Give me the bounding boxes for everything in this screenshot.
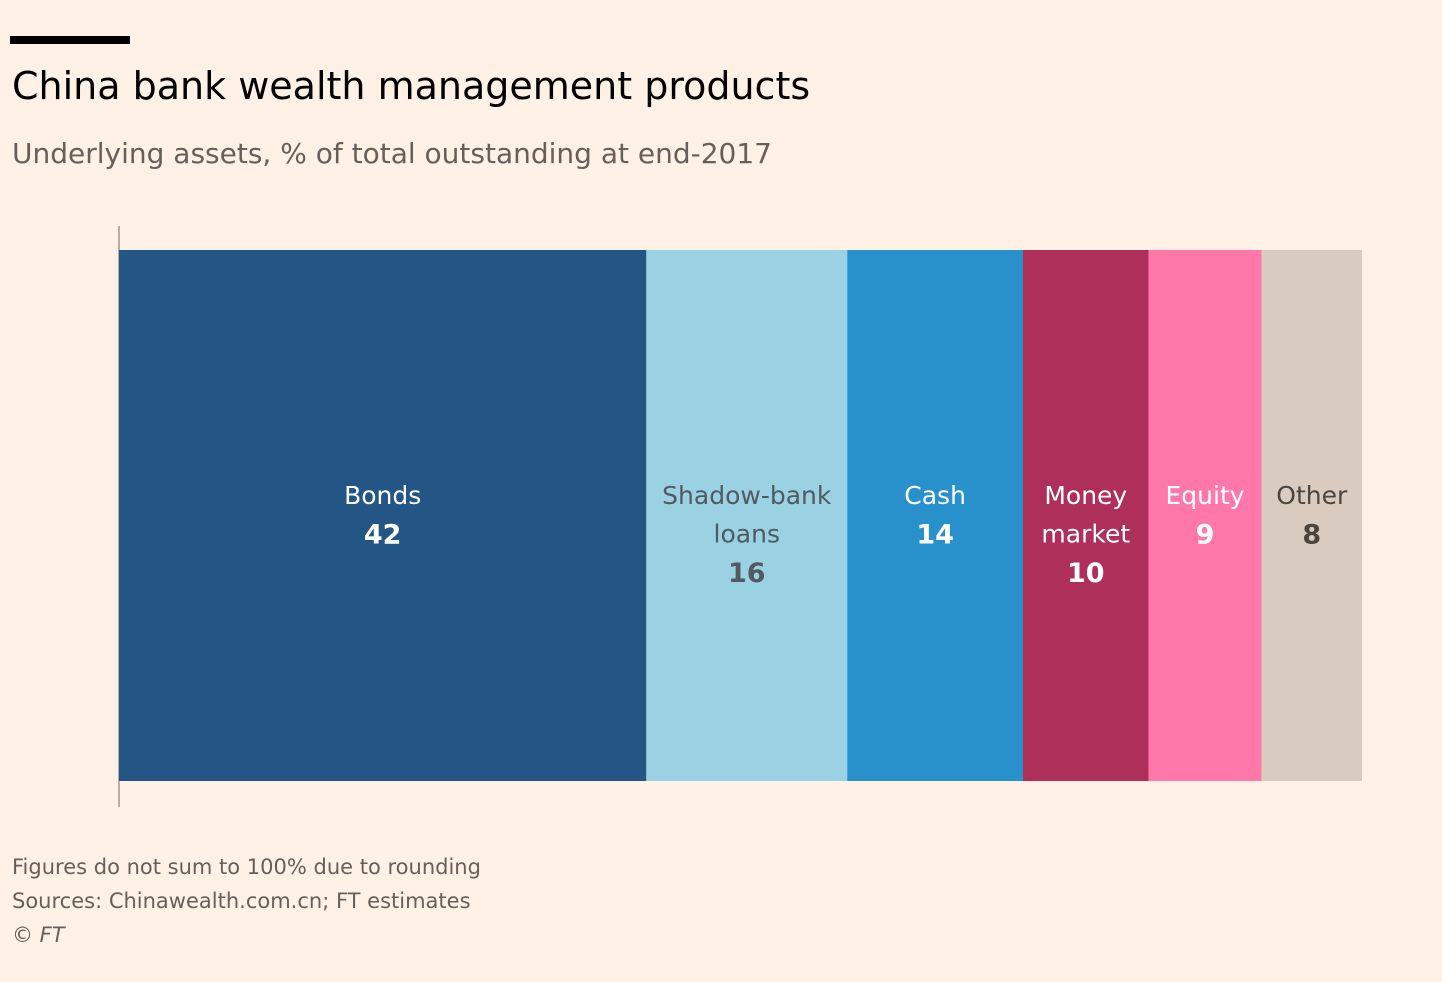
chart-subtitle: Underlying assets, % of total outstandin… [12,137,772,170]
ft-credit: © FT [12,923,65,947]
segment-label-money-market: Money [1044,481,1127,510]
sources-line: Sources: Chinawealth.com.cn; FT estimate… [12,889,471,913]
chart-title: China bank wealth management products [12,64,811,108]
bar-segment-bonds [119,250,647,781]
segment-label-money-market: market [1041,520,1130,549]
segment-value-other: 8 [1302,520,1321,551]
segment-value-cash: 14 [916,520,954,551]
segment-label-cash: Cash [904,481,966,510]
segment-label-equity: Equity [1166,481,1245,510]
segment-value-bonds: 42 [364,520,402,551]
header-rule [10,36,130,44]
chart-footer: Figures do not sum to 100% due to roundi… [12,850,481,952]
bar-segment-cash [847,250,1023,781]
segment-label-shadow-bank-loans: Shadow-bank [662,481,832,510]
segment-label-shadow-bank-loans: loans [714,520,780,549]
rounding-note: Figures do not sum to 100% due to roundi… [12,855,481,879]
bar-segment-money-market [1023,250,1149,781]
segment-label-other: Other [1276,481,1348,510]
bar-segment-shadow-bank-loans [646,250,848,781]
bar-segments [119,250,1362,781]
segment-labels: Bonds 42 Shadow-bank loans 16 Cash 14 Money mark… [344,481,1348,589]
segment-value-shadow-bank-loans: 16 [728,558,766,589]
segment-label-bonds: Bonds [344,481,421,510]
bar-segment-other [1261,250,1362,781]
bar-segment-equity [1148,250,1262,781]
segment-value-money-market: 10 [1067,558,1105,589]
segment-value-equity: 9 [1196,520,1215,551]
